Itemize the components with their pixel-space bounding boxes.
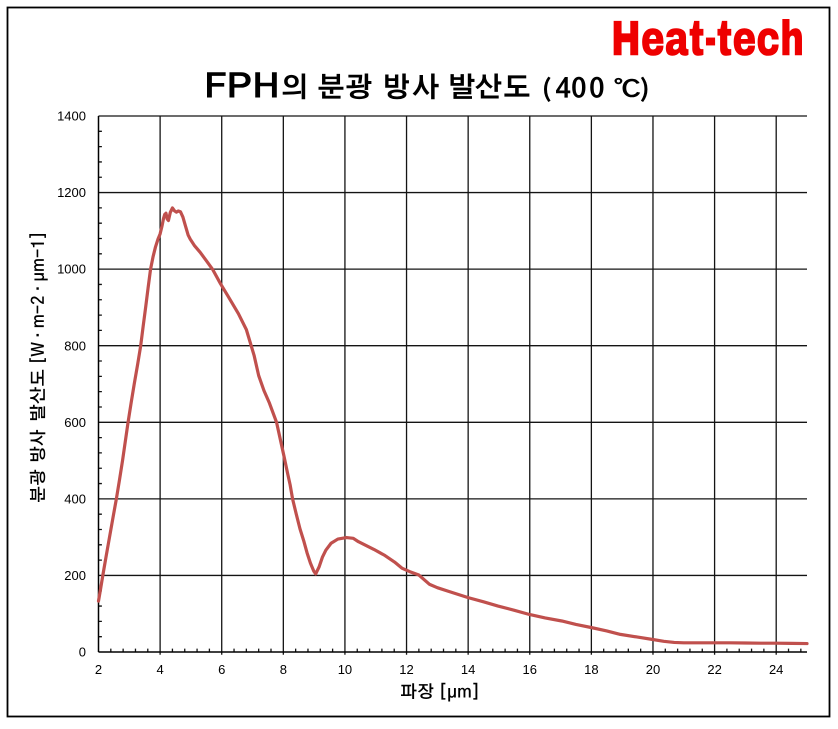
svg-text:600: 600 <box>64 415 86 430</box>
svg-text:4: 4 <box>156 662 163 677</box>
svg-text:200: 200 <box>64 568 86 583</box>
svg-text:6: 6 <box>218 662 225 677</box>
svg-text:1000: 1000 <box>57 262 86 277</box>
svg-text:18: 18 <box>584 662 598 677</box>
svg-text:24: 24 <box>769 662 783 677</box>
svg-text:800: 800 <box>64 338 86 353</box>
svg-text:400: 400 <box>64 491 86 506</box>
svg-text:14: 14 <box>461 662 475 677</box>
svg-text:16: 16 <box>523 662 537 677</box>
svg-text:10: 10 <box>338 662 352 677</box>
svg-text:0: 0 <box>79 645 86 660</box>
svg-text:2: 2 <box>95 662 102 677</box>
svg-text:8: 8 <box>280 662 287 677</box>
svg-text:20: 20 <box>646 662 660 677</box>
svg-text:1400: 1400 <box>57 109 86 124</box>
svg-text:1200: 1200 <box>57 185 86 200</box>
svg-text:22: 22 <box>707 662 721 677</box>
svg-text:12: 12 <box>399 662 413 677</box>
